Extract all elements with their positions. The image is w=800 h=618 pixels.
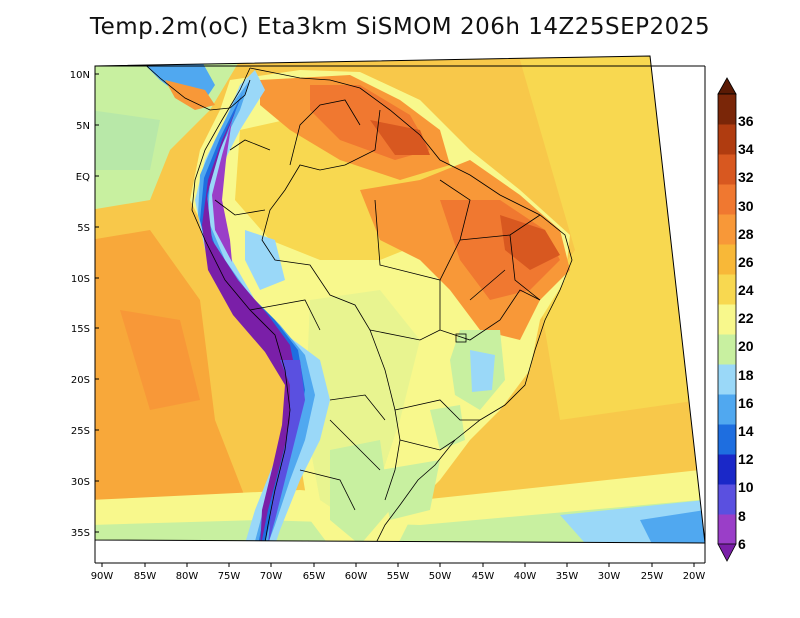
lat-label: 20S	[71, 375, 90, 386]
colorbar-label: 8	[738, 508, 746, 524]
colorbar-swatch	[718, 394, 736, 425]
lon-label: 30W	[598, 571, 621, 582]
colorbar-swatch	[718, 514, 736, 545]
lat-label: 15S	[71, 324, 90, 335]
lon-label: 65W	[303, 571, 326, 582]
colorbar-label: 28	[738, 226, 754, 242]
lon-label: 90W	[91, 571, 114, 582]
colorbar-outline	[717, 93, 737, 545]
colorbar-label: 24	[738, 282, 754, 298]
map-title: Temp.2m(oC) Eta3km SiSMOM 206h 14Z25SEP2…	[89, 14, 711, 40]
colorbar-label: 14	[738, 423, 754, 439]
colorbar-label: 26	[738, 254, 754, 270]
lat-label: 10S	[71, 274, 90, 285]
lat-label: 30S	[71, 477, 90, 488]
colorbar-label: 34	[738, 141, 754, 157]
colorbar-max-arrow	[717, 77, 737, 95]
lat-label: 5N	[76, 121, 90, 132]
longitude-labels: 90W 85W 80W 75W 70W 65W 60W 55W 50W 45W …	[91, 563, 706, 582]
colorbar-label: 32	[738, 169, 754, 185]
colorbar: 6 8 10 12 14 16 18 20 22 24 26 28 30 32 …	[717, 77, 754, 562]
lon-label: 70W	[260, 571, 283, 582]
lon-label: 25W	[641, 571, 664, 582]
lat-label: 35S	[71, 528, 90, 539]
colorbar-swatch	[718, 364, 736, 395]
colorbar-swatch	[718, 94, 736, 125]
colorbar-swatch	[718, 184, 736, 215]
temperature-field	[95, 56, 705, 543]
colorbar-swatch	[718, 304, 736, 335]
colorbar-label: 6	[738, 536, 746, 552]
colorbar-label: 36	[738, 113, 754, 129]
lon-label: 35W	[556, 571, 579, 582]
colorbar-label: 10	[738, 479, 754, 495]
lon-label: 50W	[429, 571, 452, 582]
colorbar-swatch	[718, 484, 736, 515]
lon-label: 55W	[387, 571, 410, 582]
colorbar-swatch	[718, 274, 736, 305]
colorbar-swatch	[718, 154, 736, 185]
latitude-labels: 10N 5N EQ 5S 10S 15S 20S 25S 30S 35S	[70, 70, 99, 539]
lon-label: 80W	[176, 571, 199, 582]
lon-label: 20W	[683, 571, 706, 582]
colorbar-swatch	[718, 424, 736, 455]
colorbar-label: 18	[738, 367, 754, 383]
lon-label: 85W	[134, 571, 157, 582]
lon-label: 45W	[472, 571, 495, 582]
colorbar-label: 22	[738, 310, 754, 326]
lat-label: 25S	[71, 426, 90, 437]
colorbar-swatch	[718, 244, 736, 275]
lon-label: 40W	[514, 571, 537, 582]
colorbar-min-arrow	[717, 543, 737, 562]
colorbar-swatch	[718, 214, 736, 245]
lat-label: 5S	[77, 223, 90, 234]
lat-label: 10N	[70, 70, 90, 81]
colorbar-label: 16	[738, 395, 754, 411]
colorbar-swatch	[718, 124, 736, 155]
lat-label: EQ	[76, 172, 90, 183]
colorbar-swatch	[718, 334, 736, 365]
map-axes	[94, 65, 706, 564]
lon-label: 60W	[345, 571, 368, 582]
lon-label: 75W	[218, 571, 241, 582]
colorbar-swatch	[718, 454, 736, 485]
colorbar-label: 12	[738, 451, 754, 467]
colorbar-label: 20	[738, 338, 754, 354]
colorbar-label: 30	[738, 198, 754, 214]
political-borders	[139, 59, 573, 543]
